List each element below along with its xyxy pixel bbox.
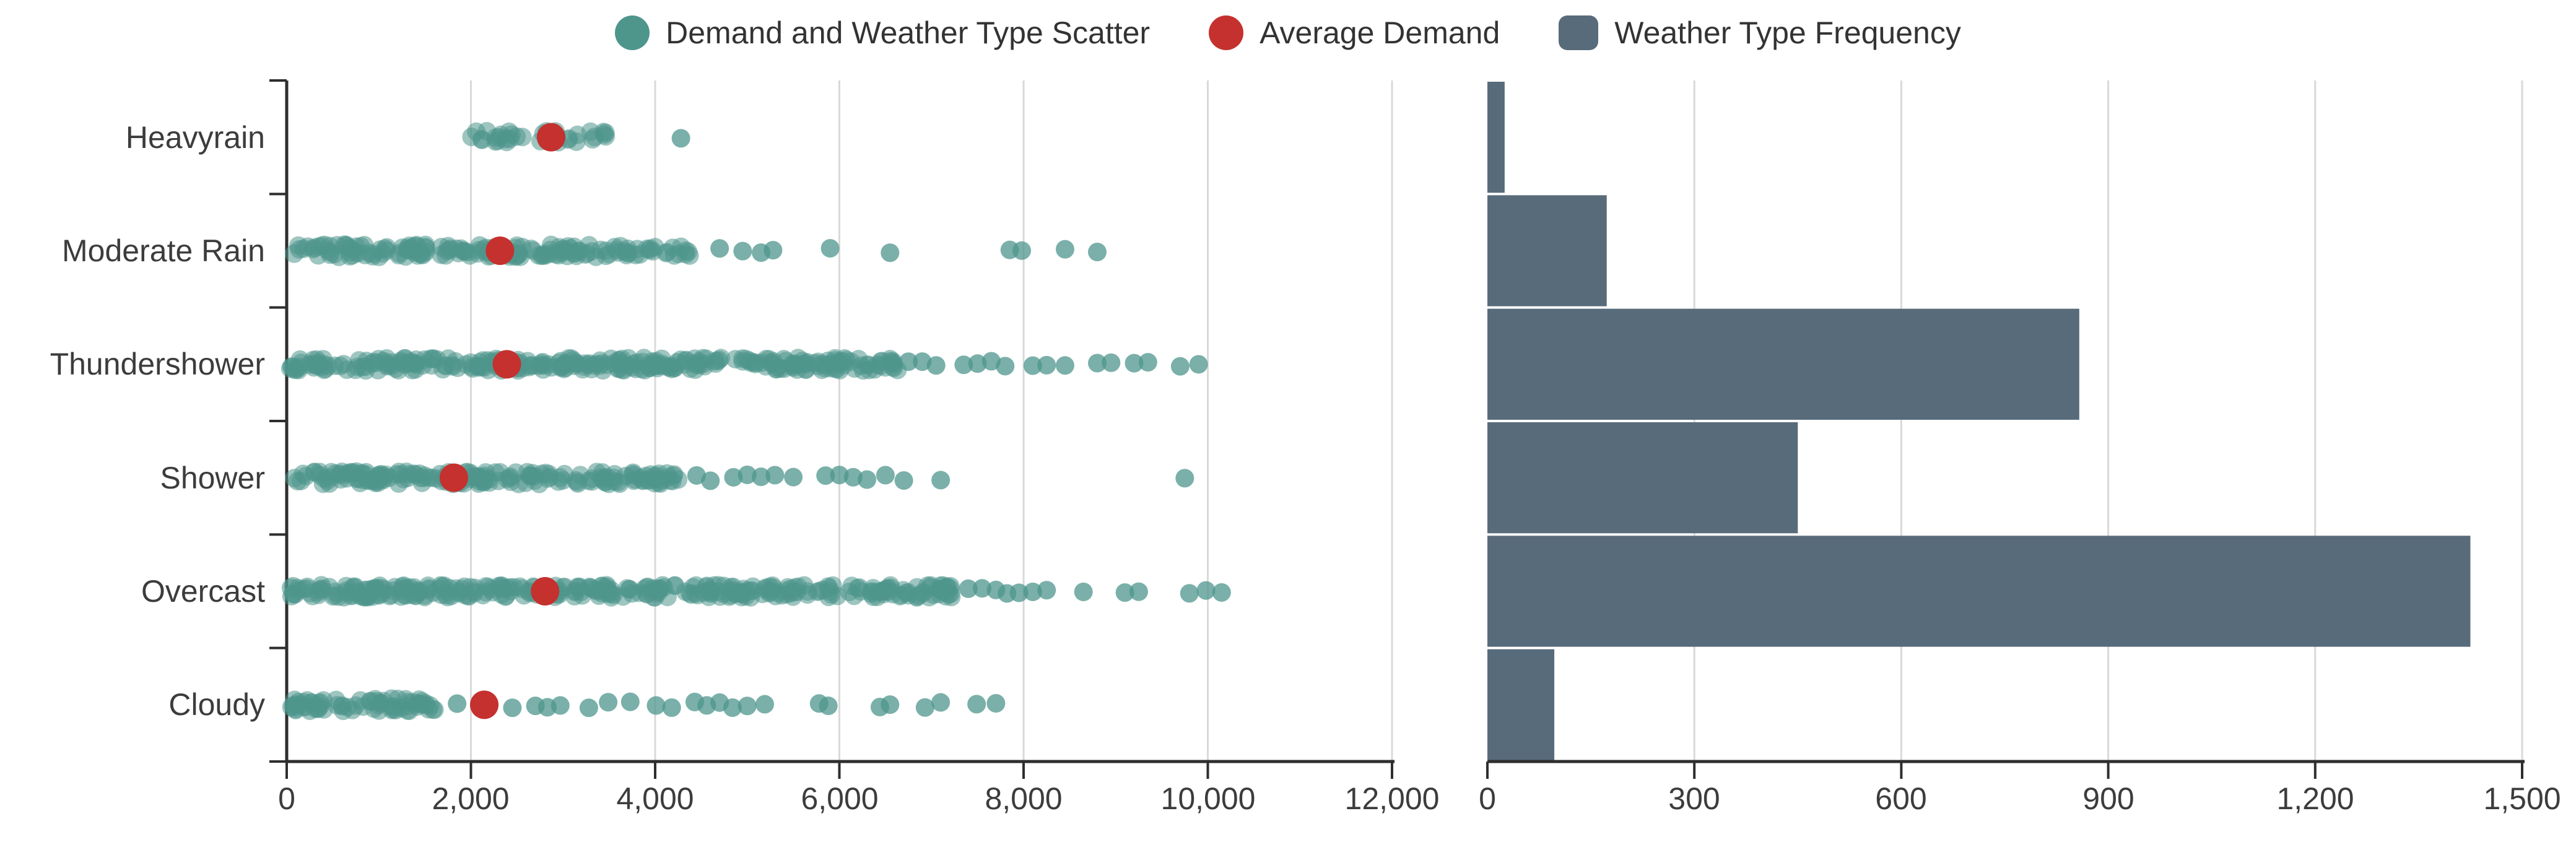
x-tick-right-300: 300 <box>1668 781 1720 816</box>
x-tick-left-10000: 10,000 <box>1160 781 1256 816</box>
x-tick-right-900: 900 <box>2082 781 2134 816</box>
legend-label-average-demand: Average Demand <box>1260 15 1500 50</box>
x-tick-left-2000: 2,000 <box>432 781 510 816</box>
y-label-overcast: Overcast <box>141 574 265 609</box>
x-tick-left-4000: 4,000 <box>616 781 694 816</box>
legend: Demand and Weather Type Scatter Average … <box>0 5 2576 61</box>
legend-item-frequency[interactable]: Weather Type Frequency <box>1559 15 1961 51</box>
x-tick-left-0: 0 <box>278 781 295 816</box>
x-tick-left-12000: 12,000 <box>1344 781 1440 816</box>
legend-item-scatter[interactable]: Demand and Weather Type Scatter <box>615 15 1150 51</box>
average-demand-swatch-icon <box>1209 15 1244 50</box>
x-tick-right-1500: 1,500 <box>2483 781 2561 816</box>
x-tick-right-600: 600 <box>1875 781 1927 816</box>
legend-label-scatter: Demand and Weather Type Scatter <box>666 15 1151 50</box>
y-label-shower: Shower <box>160 461 265 495</box>
legend-label-frequency: Weather Type Frequency <box>1614 15 1961 50</box>
frequency-swatch-icon <box>1559 15 1599 50</box>
legend-item-average-demand[interactable]: Average Demand <box>1209 15 1500 51</box>
x-tick-right-1200: 1,200 <box>2276 781 2354 816</box>
y-label-thundershower: Thundershower <box>50 347 265 381</box>
y-label-moderate-rain: Moderate Rain <box>62 233 265 268</box>
y-label-heavyrain: Heavyrain <box>125 120 265 155</box>
scatter-swatch-icon <box>615 15 650 50</box>
x-tick-left-8000: 8,000 <box>985 781 1063 816</box>
x-tick-left-6000: 6,000 <box>801 781 879 816</box>
x-tick-right-0: 0 <box>1479 781 1496 816</box>
y-label-cloudy: Cloudy <box>168 687 265 722</box>
